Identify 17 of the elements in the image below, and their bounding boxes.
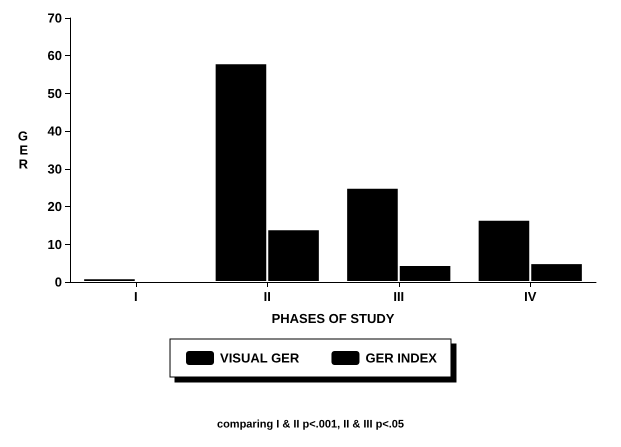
x-axis-title: PHASES OF STUDY: [272, 311, 395, 326]
x-tick-label: I: [134, 289, 138, 304]
legend-label: GER INDEX: [365, 350, 438, 366]
y-tick-label: 20: [48, 199, 62, 214]
x-tick-label: II: [264, 289, 271, 304]
y-tick-label: 50: [48, 86, 62, 101]
y-tick-label: 40: [48, 124, 62, 139]
x-tick-label: IV: [524, 289, 537, 304]
y-tick-label: 30: [48, 161, 62, 176]
y-tick-label: 60: [48, 48, 62, 64]
x-tick-label: III: [393, 289, 404, 304]
legend-label: VISUAL GER: [220, 350, 300, 366]
y-tick-label: 0: [54, 274, 62, 290]
y-tick-label: 10: [48, 236, 62, 252]
text: comparing I & II p<.001, II & III p<.05: [216, 418, 404, 430]
y-tick-label: 70: [48, 10, 62, 26]
y-axis-title: GER: [18, 128, 29, 172]
